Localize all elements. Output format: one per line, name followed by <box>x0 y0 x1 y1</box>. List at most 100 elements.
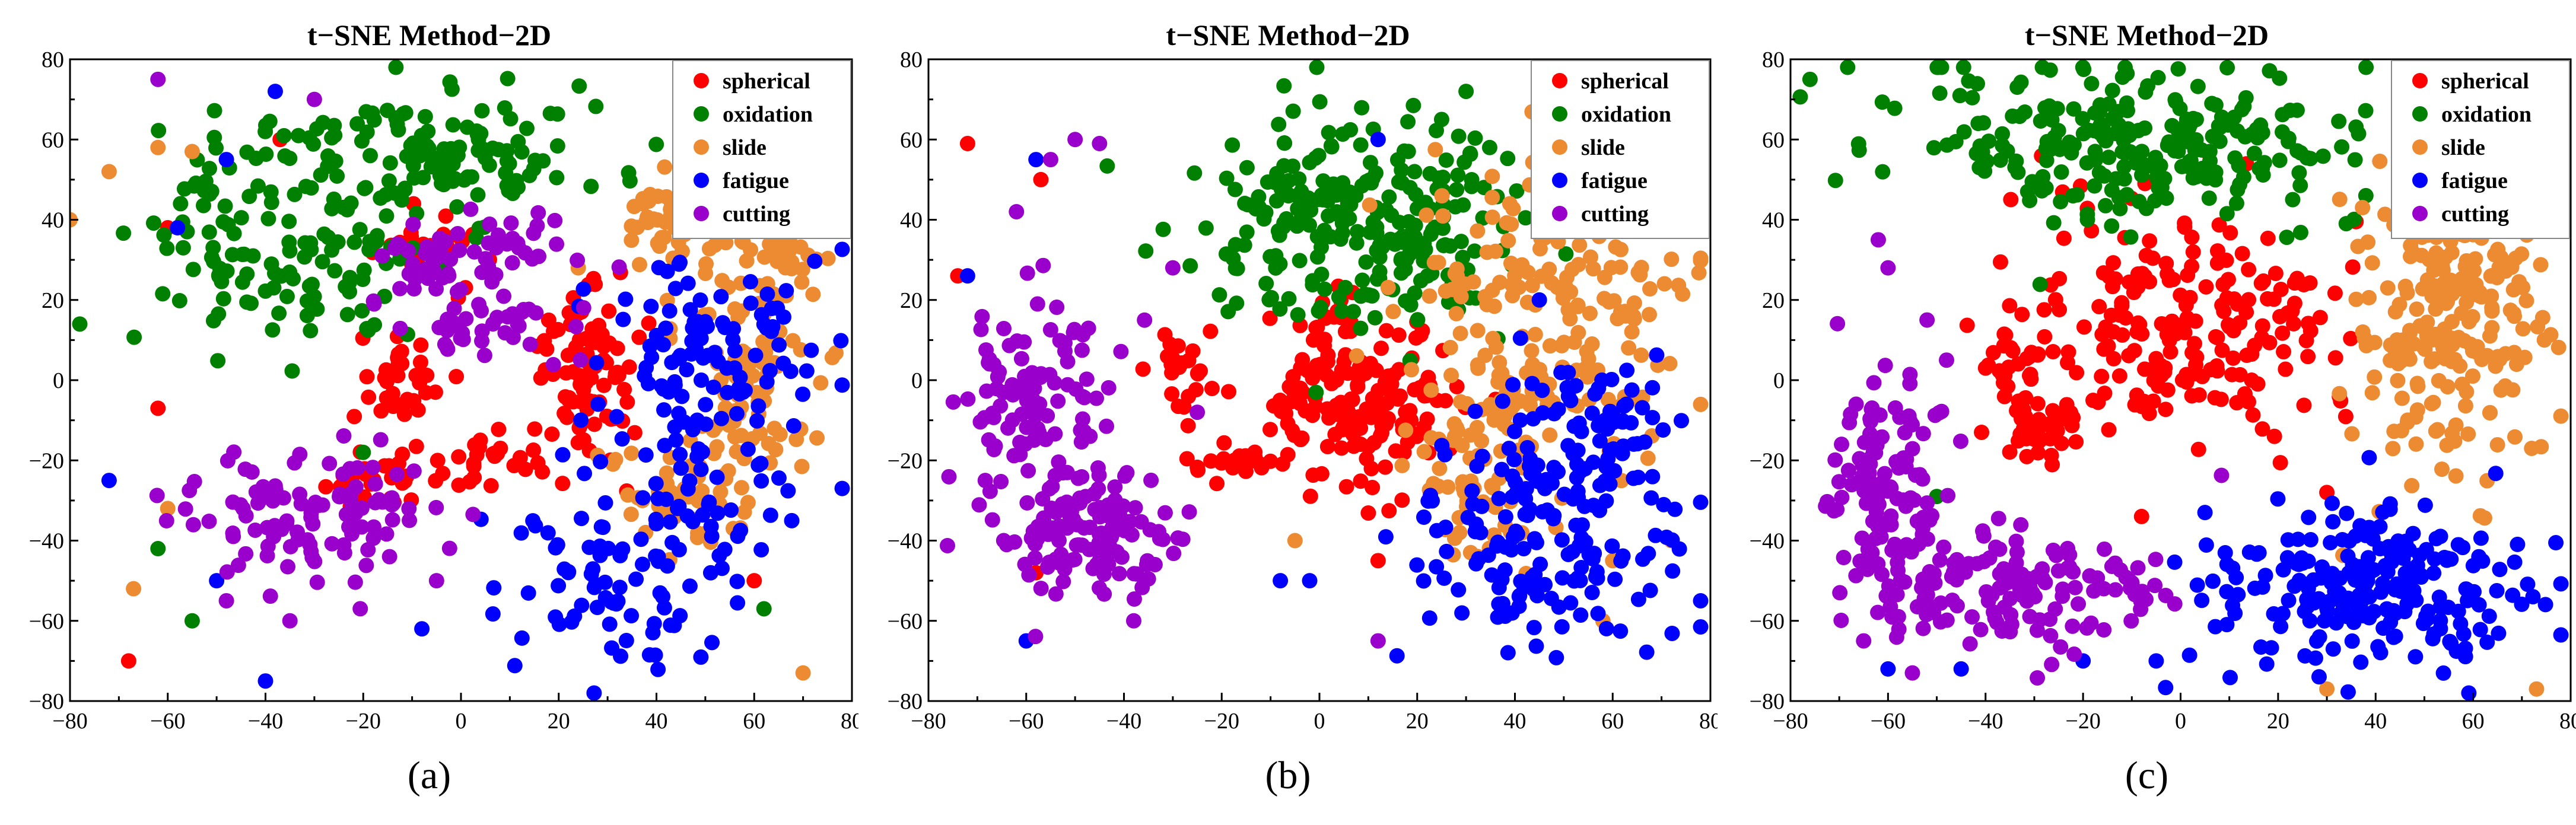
data-point-fatigue <box>2361 450 2377 466</box>
data-point-cutting <box>225 525 241 541</box>
data-point-oxidation <box>205 240 221 256</box>
data-point-fatigue <box>2286 578 2303 594</box>
data-point-slide <box>2364 385 2380 401</box>
data-point-slide <box>1448 305 1464 321</box>
data-point-slide <box>2400 349 2416 365</box>
data-point-fatigue <box>586 685 602 701</box>
data-point-fatigue <box>2360 550 2376 566</box>
data-point-fatigue <box>1468 556 1484 572</box>
data-point-fatigue <box>834 480 850 496</box>
data-point-cutting <box>1856 633 1872 649</box>
data-point-slide <box>1512 393 1528 409</box>
data-point-spherical <box>959 136 975 152</box>
data-point-oxidation <box>2104 182 2120 198</box>
series-spherical <box>950 136 1503 581</box>
data-point-fatigue <box>648 476 664 492</box>
data-point-cutting <box>530 205 546 221</box>
data-point-fatigue <box>2418 541 2434 558</box>
data-point-oxidation <box>1417 195 1433 211</box>
data-point-oxidation <box>1467 243 1483 259</box>
data-point-oxidation <box>271 305 287 321</box>
y-tick-label: −60 <box>29 609 64 634</box>
data-point-spherical <box>517 461 533 477</box>
data-point-cutting <box>2055 581 2071 597</box>
data-point-cutting <box>1068 381 1084 397</box>
data-point-oxidation <box>485 140 501 156</box>
data-point-cutting <box>1939 612 1955 628</box>
data-point-fatigue <box>729 406 745 422</box>
legend-label-cutting: cutting <box>723 202 790 227</box>
data-point-oxidation <box>2292 177 2308 193</box>
data-point-spherical <box>403 228 419 244</box>
y-tick-label: 40 <box>42 208 64 233</box>
data-point-fatigue <box>2273 619 2289 635</box>
data-point-spherical <box>2177 215 2193 231</box>
data-point-oxidation <box>1353 137 1369 153</box>
data-point-fatigue <box>1506 451 1522 467</box>
data-point-cutting <box>481 235 497 251</box>
data-point-cutting <box>573 352 589 368</box>
data-point-spherical <box>346 409 362 425</box>
data-point-oxidation <box>403 138 419 154</box>
data-point-slide <box>780 245 796 261</box>
data-point-slide <box>1446 530 1462 546</box>
data-point-cutting <box>1089 390 1105 406</box>
data-point-oxidation <box>2135 157 2151 173</box>
data-point-cutting <box>425 253 441 269</box>
data-point-oxidation <box>514 144 530 160</box>
data-point-oxidation <box>1155 221 1171 237</box>
data-point-cutting <box>2044 657 2060 673</box>
data-point-fatigue <box>2466 584 2482 600</box>
data-point-spherical <box>2213 391 2229 407</box>
data-point-fatigue <box>551 578 567 594</box>
data-point-cutting <box>1890 562 1906 578</box>
data-point-oxidation <box>1458 84 1474 100</box>
data-point-spherical <box>2184 259 2200 275</box>
data-point-cutting <box>1049 300 1065 316</box>
data-point-spherical <box>491 421 507 437</box>
data-point-cutting <box>1973 622 1989 638</box>
data-point-oxidation <box>298 179 314 195</box>
data-point-cutting <box>322 455 338 472</box>
series-oxidation <box>1792 59 2466 505</box>
data-point-oxidation <box>373 190 389 206</box>
data-point-cutting <box>1091 580 1107 596</box>
data-point-fatigue <box>1534 504 1550 520</box>
data-point-cutting <box>1147 556 1163 572</box>
data-point-spherical <box>2138 247 2154 263</box>
data-point-oxidation <box>2315 148 2331 164</box>
data-point-spherical <box>609 340 625 356</box>
data-point-spherical <box>2222 225 2238 241</box>
data-point-cutting <box>1051 533 1067 549</box>
data-point-cutting <box>366 296 382 312</box>
data-point-cutting <box>2096 622 2112 638</box>
data-point-spherical <box>2254 330 2270 346</box>
data-point-fatigue <box>670 351 686 367</box>
data-point-cutting <box>1017 436 1033 452</box>
data-point-slide <box>2344 426 2360 442</box>
chart-title: t−SNE Method−2D <box>1166 18 1410 52</box>
data-point-spherical <box>385 399 401 415</box>
data-point-fatigue <box>701 494 717 510</box>
data-point-fatigue <box>672 608 688 624</box>
data-point-oxidation <box>1995 126 2011 142</box>
data-point-fatigue <box>2241 544 2257 560</box>
data-point-fatigue <box>769 300 785 316</box>
data-point-spherical <box>2296 277 2312 293</box>
data-point-slide <box>2348 291 2364 307</box>
data-point-fatigue <box>1526 531 1543 547</box>
data-point-fatigue <box>662 514 678 530</box>
data-point-slide <box>1583 249 1599 265</box>
data-point-slide <box>1671 278 1687 294</box>
data-point-cutting <box>978 342 994 358</box>
data-point-oxidation <box>217 198 233 214</box>
data-point-spherical <box>2069 365 2085 381</box>
data-point-fatigue <box>652 585 668 601</box>
data-point-fatigue <box>170 220 186 236</box>
data-point-spherical <box>2343 330 2359 346</box>
legend-label-oxidation: oxidation <box>2441 102 2532 127</box>
data-point-fatigue <box>713 289 729 305</box>
data-point-fatigue <box>1607 463 1623 479</box>
legend-marker-oxidation <box>2412 106 2428 122</box>
legend-label-slide: slide <box>2441 135 2485 160</box>
